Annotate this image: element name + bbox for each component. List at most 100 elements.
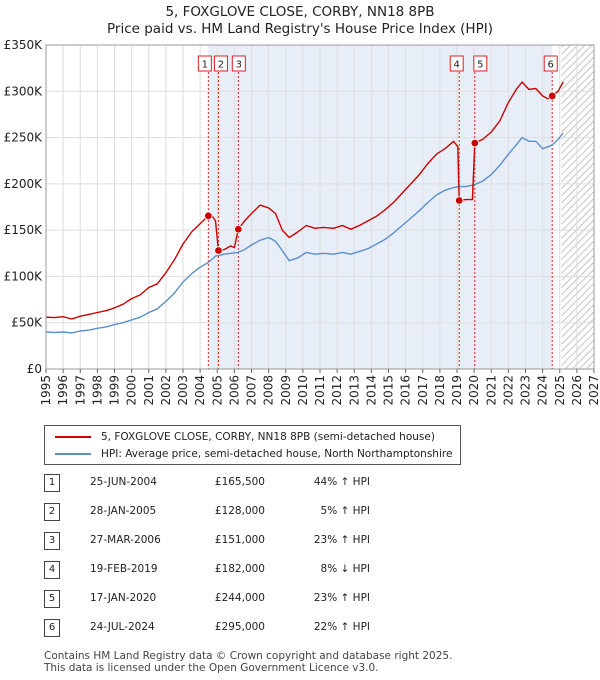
- y-tick-label: £50K: [11, 316, 43, 330]
- x-tick-label: 2014: [364, 375, 378, 406]
- sale-date: 28-JAN-2005: [90, 505, 157, 517]
- sale-number: 4: [44, 561, 60, 579]
- x-tick-label: 2010: [296, 375, 310, 406]
- sale-box-label-5: 5: [477, 60, 483, 71]
- sale-price: £165,500: [214, 476, 265, 488]
- sale-price: £244,000: [214, 592, 265, 604]
- sale-price: £151,000: [214, 534, 265, 546]
- y-tick-label: £150K: [4, 223, 44, 237]
- x-tick-label: 1995: [39, 375, 53, 406]
- x-tick-label: 2006: [227, 375, 241, 406]
- y-tick-label: £100K: [4, 269, 44, 283]
- legend-item-hpi: HPI: Average price, semi-detached house,…: [55, 446, 452, 462]
- sale-point-1: [204, 211, 213, 220]
- x-tick-label: 1997: [73, 375, 87, 406]
- sale-box-4: [449, 55, 464, 72]
- legend-label-property: 5, FOXGLOVE CLOSE, CORBY, NN18 8PB (semi…: [101, 431, 435, 443]
- sale-point-3: [234, 225, 243, 234]
- sale-box-label-3: 3: [236, 60, 242, 71]
- x-tick-label: 2005: [210, 375, 224, 406]
- y-tick-label: £300K: [4, 84, 44, 98]
- sale-point-5: [470, 138, 480, 148]
- legend: 5, FOXGLOVE CLOSE, CORBY, NN18 8PB (semi…: [44, 425, 461, 465]
- sale-date: 24-JUL-2024: [90, 621, 155, 633]
- sale-date: 25-JUN-2004: [90, 476, 157, 488]
- legend-label-hpi: HPI: Average price, semi-detached house,…: [101, 448, 453, 460]
- sale-number: 2: [44, 503, 60, 521]
- sale-hpi-change: 44% ↑ HPI: [313, 476, 370, 488]
- sale-box-3: [231, 55, 246, 72]
- series-line-hpi: [45, 132, 564, 334]
- x-tick-label: 2019: [450, 375, 464, 406]
- x-tick-label: 2026: [570, 375, 584, 406]
- x-tick-label: 2023: [519, 375, 533, 406]
- sale-number: 1: [44, 474, 60, 492]
- sale-price: £128,000: [214, 505, 265, 517]
- chart-title: 5, FOXGLOVE CLOSE, CORBY, NN18 8PB: [165, 4, 435, 20]
- x-tick-label: 1996: [56, 375, 70, 406]
- x-tick-label: 2008: [262, 375, 276, 406]
- sale-number: 3: [44, 532, 60, 550]
- sale-hpi-change: 22% ↑ HPI: [313, 621, 370, 633]
- x-tick-label: 1999: [108, 375, 122, 406]
- x-tick-label: 2017: [416, 375, 430, 406]
- sale-hpi-change: 5% ↑ HPI: [320, 505, 370, 517]
- sale-number: 5: [44, 590, 60, 608]
- x-tick-label: 2009: [279, 375, 293, 406]
- x-tick-label: 2000: [125, 375, 139, 406]
- series-line-property: [45, 81, 564, 320]
- x-tick-label: 2025: [553, 375, 567, 406]
- sale-date: 17-JAN-2020: [90, 592, 157, 604]
- chart-subtitle: Price paid vs. HM Land Registry's House …: [107, 21, 493, 37]
- sale-price: £182,000: [214, 563, 265, 575]
- sale-box-label-6: 6: [548, 60, 554, 71]
- sale-hpi-change: 23% ↑ HPI: [313, 592, 370, 604]
- x-tick-label: 2011: [313, 375, 327, 406]
- x-tick-label: 2004: [193, 375, 207, 406]
- sale-point-2: [214, 246, 223, 255]
- footer-licence: This data is licensed under the Open Gov…: [44, 662, 379, 674]
- x-tick-label: 2018: [433, 375, 447, 406]
- y-tick-label: £0: [27, 362, 42, 376]
- owned-period-shading: [208, 45, 553, 369]
- sale-box-label-1: 1: [202, 60, 208, 71]
- sale-price: £295,000: [214, 621, 265, 633]
- legend-item-property: 5, FOXGLOVE CLOSE, CORBY, NN18 8PB (semi…: [55, 429, 435, 445]
- sale-date: 19-FEB-2019: [90, 563, 158, 575]
- x-tick-label: 2024: [536, 375, 550, 406]
- y-tick-label: £250K: [4, 131, 44, 145]
- x-tick-label: 2002: [159, 375, 173, 406]
- sale-hpi-change: 23% ↑ HPI: [313, 534, 370, 546]
- chart-title-block: 5, FOXGLOVE CLOSE, CORBY, NN18 8PB Price…: [0, 4, 600, 38]
- sale-point-6: [548, 91, 557, 101]
- sale-hpi-change: 8% ↓ HPI: [320, 563, 370, 575]
- sale-box-1: [197, 55, 212, 72]
- sale-date: 27-MAR-2006: [90, 534, 161, 546]
- x-tick-label: 2012: [330, 375, 344, 406]
- legend-swatch-property: [55, 436, 91, 438]
- y-tick-label: £200K: [4, 177, 44, 191]
- sale-number: 6: [44, 619, 60, 637]
- sale-row-3: 3 27-MAR-2006 £151,000 23% ↑ HPI: [40, 529, 600, 551]
- footer: Contains HM Land Registry data © Crown c…: [44, 650, 452, 674]
- sale-row-6: 6 24-JUL-2024 £295,000 22% ↑ HPI: [40, 616, 600, 638]
- x-tick-label: 2003: [176, 375, 190, 406]
- footer-copyright: Contains HM Land Registry data © Crown c…: [44, 650, 453, 662]
- sale-box-6: [543, 55, 558, 72]
- x-tick-label: 2020: [467, 375, 481, 406]
- x-tick-label: 2013: [347, 375, 361, 406]
- x-tick-label: 2001: [142, 375, 156, 406]
- sale-row-1: 1 25-JUN-2004 £165,500 44% ↑ HPI: [40, 471, 600, 493]
- sale-box-label-4: 4: [454, 60, 460, 71]
- sale-point-4: [455, 196, 464, 205]
- x-tick-label: 2021: [484, 375, 498, 406]
- future-hatch-region: [561, 45, 594, 369]
- x-tick-label: 2015: [382, 375, 396, 406]
- sale-box-5: [473, 55, 488, 72]
- sale-row-4: 4 19-FEB-2019 £182,000 8% ↓ HPI: [40, 558, 600, 580]
- x-tick-label: 1998: [90, 375, 104, 406]
- x-tick-label: 2027: [587, 375, 600, 406]
- legend-swatch-hpi: [55, 453, 91, 455]
- sale-row-2: 2 28-JAN-2005 £128,000 5% ↑ HPI: [40, 500, 600, 522]
